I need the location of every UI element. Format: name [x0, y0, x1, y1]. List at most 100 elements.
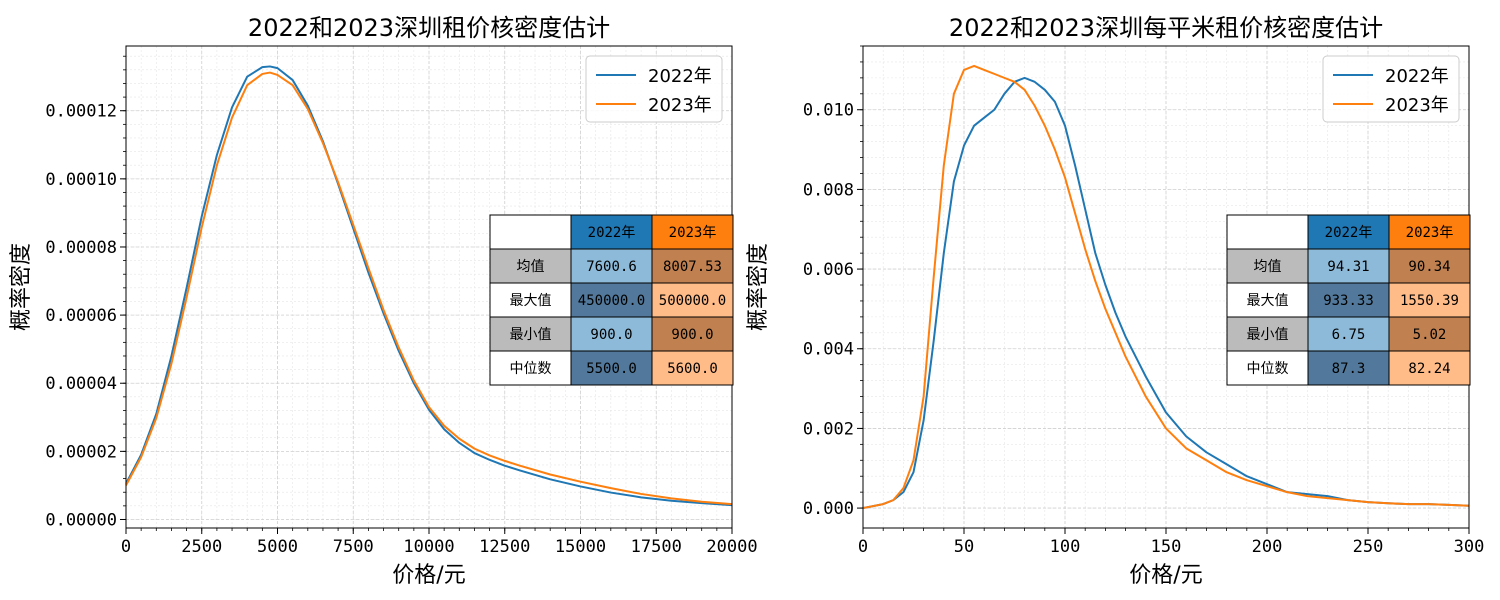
chart-1-series-line-1	[862, 64, 1470, 510]
chart-0-table-value-cell	[651, 316, 734, 352]
chart-1-table-row-label-cell	[1226, 350, 1309, 386]
chart-0-x-axis-label: 价格/元	[392, 563, 465, 588]
chart-1-x-tick-label: 250	[1353, 537, 1384, 557]
chart-0-title: 2022和2023深圳租价核密度估计	[248, 14, 610, 42]
chart-0-y-tick-label: 0.00010	[45, 170, 117, 190]
chart-1-x-tick-label: 150	[1151, 537, 1182, 557]
chart-1-table-header-label: 2023年	[1406, 225, 1454, 241]
chart-0-table-value-cell	[570, 316, 653, 352]
chart-1-table-row-label-cell	[1226, 248, 1309, 284]
chart-0-table-value: 900.0	[590, 327, 632, 343]
chart-1-y-tick-label: 0.006	[803, 260, 854, 280]
chart-0-table-value: 5600.0	[667, 361, 718, 377]
chart-0-table-value-cell	[651, 248, 734, 284]
chart-0-table-row-label: 中位数	[510, 361, 552, 377]
chart-0-legend: 2022年 2023年	[585, 55, 723, 123]
chart-0-table-value-cell	[651, 282, 734, 318]
chart-0-table-value: 900.0	[671, 327, 713, 343]
chart-1-x-tick-label: 100	[1050, 537, 1081, 557]
chart-1-table-value: 90.34	[1408, 259, 1450, 275]
chart-0-x-tick-label: 10000	[403, 537, 454, 557]
chart-1-table-header-cell	[1226, 214, 1309, 250]
chart-0-table-row-label: 均值	[517, 259, 545, 275]
chart-1-table-row-label: 均值	[1254, 259, 1282, 275]
chart-1-table-value: 933.33	[1323, 293, 1374, 309]
chart-0-table-value-cell	[570, 350, 653, 386]
chart-1-y-tick-label: 0.008	[803, 180, 854, 200]
chart-0-x-tick-label: 7500	[333, 537, 374, 557]
chart-0-x-tick-label: 12500	[479, 537, 530, 557]
chart-1-table-value: 5.02	[1413, 327, 1447, 343]
chart-1-y-tick-label: 0.000	[803, 499, 854, 519]
chart-0-y-tick-label: 0.00004	[45, 374, 117, 394]
chart-0-legend-label-0: 2022年	[648, 66, 712, 87]
chart-0-x-tick-label: 20000	[706, 537, 757, 557]
chart-1-table-value-cell	[1388, 248, 1471, 284]
chart-0-y-axis-label: 概率密度	[9, 243, 34, 331]
chart-0-table-row-label-cell	[489, 282, 572, 318]
chart-0-legend-box	[585, 55, 723, 123]
chart-0-table-value-cell	[570, 282, 653, 318]
chart-1-table-value: 6.75	[1332, 327, 1366, 343]
chart-0-table-value-cell	[651, 350, 734, 386]
chart-0-y-tick-label: 0.00000	[45, 510, 117, 530]
chart-1-table-value-cell	[1307, 350, 1390, 386]
chart-1-legend: 2022年 2023年	[1322, 55, 1460, 123]
chart-1-table-value: 94.31	[1327, 259, 1369, 275]
chart-0-table-value: 8007.53	[663, 259, 722, 275]
chart-1-y-tick-label: 0.010	[803, 101, 854, 121]
chart-0-table-row-label: 最大值	[510, 293, 552, 309]
chart-0-table-header-label: 2022年	[588, 225, 636, 241]
chart-1-table-header-label: 2022年	[1325, 225, 1373, 241]
chart-0-x-tick-label: 5000	[257, 537, 298, 557]
chart-0-table-value: 5500.0	[586, 361, 637, 377]
chart-0-legend-label-1: 2023年	[648, 95, 712, 116]
chart-0-table-row-label-cell	[489, 316, 572, 352]
chart-0-table-value-cell	[570, 248, 653, 284]
chart-0-x-tick-label: 15000	[555, 537, 606, 557]
chart-1-table-value-cell	[1307, 282, 1390, 318]
chart-1-x-tick-label: 0	[858, 537, 868, 557]
chart-0-table-value: 500000.0	[659, 293, 726, 309]
chart-1-table-row-label: 中位数	[1247, 361, 1289, 377]
chart-1-legend-label-1: 2023年	[1385, 95, 1449, 116]
chart-0-series-line-1	[125, 71, 733, 506]
chart-0-y-tick-label: 0.00008	[45, 238, 117, 258]
chart-1-table-value-cell	[1388, 282, 1471, 318]
chart-1-legend-box	[1322, 55, 1460, 123]
chart-rent-per-sqm-kde: 0 50 100 150 200 250 300 0.000 0.002 0.004 0.006 0.…	[746, 14, 1484, 588]
chart-1-y-axis-label: 概率密度	[746, 243, 771, 331]
chart-1-table-row-label: 最小值	[1247, 327, 1289, 343]
chart-0-y-tick-label: 0.00012	[45, 102, 117, 122]
chart-1-table-header-cell	[1388, 214, 1471, 250]
chart-1-table-value: 82.24	[1408, 361, 1450, 377]
chart-1-x-tick-label: 50	[954, 537, 974, 557]
chart-rent-kde: 0 2500 5000 7500 10000 12500 15000 17500 20000 0.…	[9, 14, 758, 588]
chart-1-title: 2022和2023深圳每平米租价核密度估计	[949, 14, 1383, 42]
chart-0-table-value: 7600.6	[586, 259, 637, 275]
chart-1-y-tick-label: 0.004	[803, 340, 854, 360]
chart-1-table-row-label-cell	[1226, 282, 1309, 318]
chart-0-table-value: 450000.0	[578, 293, 645, 309]
chart-1-table-row-label: 最大值	[1247, 293, 1289, 309]
chart-0-series-line-0	[125, 65, 733, 507]
chart-1-x-tick-label: 200	[1252, 537, 1283, 557]
chart-0-y-tick-label: 0.00002	[45, 442, 117, 462]
chart-1-x-tick-label: 300	[1454, 537, 1485, 557]
chart-1-table-row-label-cell	[1226, 316, 1309, 352]
chart-0-y-tick-label: 0.00006	[45, 306, 117, 326]
chart-1-legend-label-0: 2022年	[1385, 66, 1449, 87]
chart-1-y-tick-label: 0.002	[803, 419, 854, 439]
chart-0-x-tick-label: 2500	[181, 537, 222, 557]
chart-0-table-row-label: 最小值	[510, 327, 552, 343]
chart-1-series-line-0	[862, 76, 1470, 510]
chart-0-table-row-label-cell	[489, 248, 572, 284]
chart-0-x-tick-label: 17500	[631, 537, 682, 557]
chart-0-table-header-label: 2023年	[669, 225, 717, 241]
chart-0-grid	[125, 46, 733, 528]
chart-1-x-axis-label: 价格/元	[1129, 563, 1202, 588]
chart-1-table-value-cell	[1388, 350, 1471, 386]
chart-0-table-header-cell	[489, 214, 572, 250]
